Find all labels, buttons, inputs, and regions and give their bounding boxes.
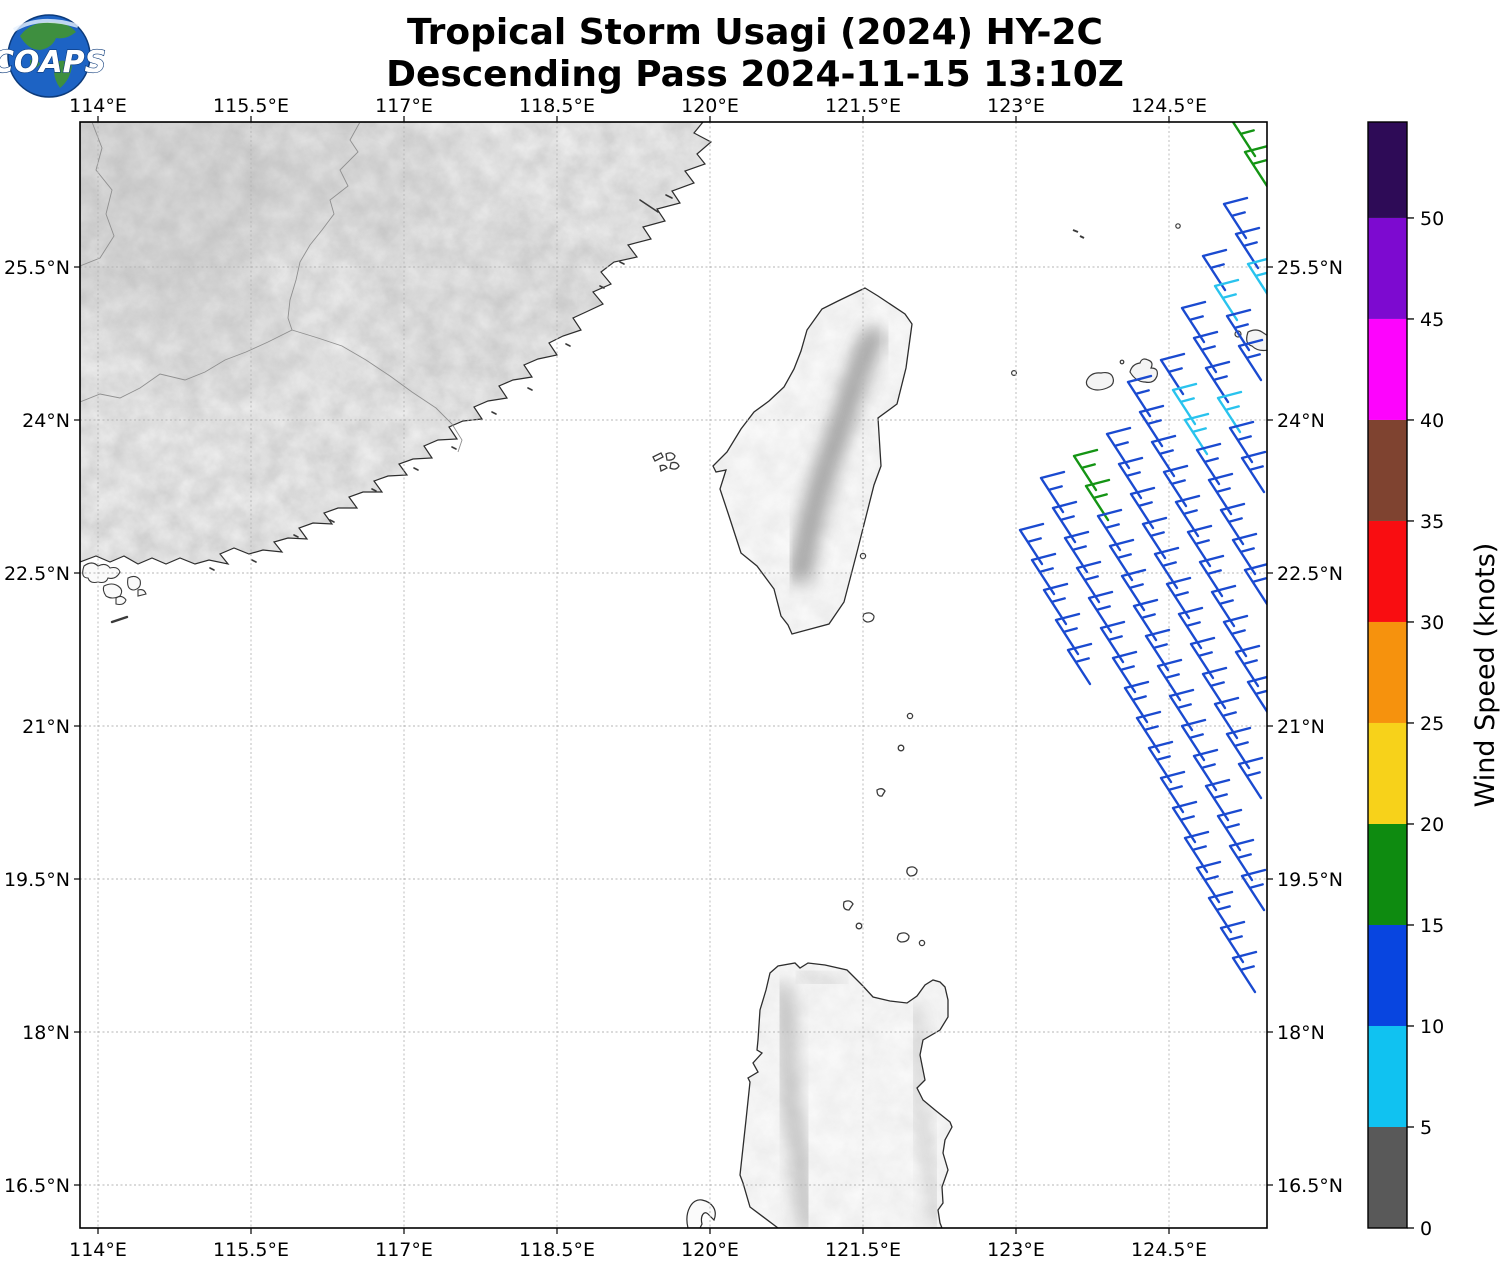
- taiwan-terrain: [713, 288, 912, 634]
- lon-tick-label-bottom: 121.5°E: [825, 1239, 901, 1261]
- logo-text: COAPS: [0, 45, 106, 80]
- lat-tick-label-right: 16.5°N: [1277, 1175, 1343, 1197]
- lon-tick-label-bottom: 120°E: [681, 1239, 739, 1261]
- lon-tick-label-top: 117°E: [375, 95, 433, 117]
- lat-tick-label-left: 16.5°N: [4, 1175, 70, 1197]
- yaeyama-islands: [1085, 358, 1158, 391]
- colorbar-tick-label: 35: [1420, 511, 1444, 533]
- lon-tick-label-bottom: 124.5°E: [1131, 1239, 1207, 1261]
- colorbar-segment: [1368, 1126, 1407, 1228]
- colorbar: 0 5 10 15 20 25 30 35 40 45 50: [1367, 121, 1444, 1240]
- colorbar-segment: [1368, 318, 1407, 420]
- colorbar-segment: [1368, 924, 1407, 1026]
- title-line-2: Descending Pass 2024-11-15 13:10Z: [386, 54, 1124, 95]
- lat-tick-label-left: 21°N: [22, 716, 70, 738]
- lon-tick-label-top: 118.5°E: [519, 95, 595, 117]
- title-line-1: Tropical Storm Usagi (2024) HY-2C: [407, 12, 1103, 53]
- globe-continents: [20, 22, 76, 88]
- wind-barb: [1240, 868, 1267, 912]
- colorbar-segment: [1368, 122, 1407, 218]
- colorbar-segment: [1368, 722, 1407, 824]
- colorbar-tick-label: 0: [1420, 1218, 1432, 1240]
- offshore-islets: [859, 223, 1181, 623]
- lat-tick-label-left: 22.5°N: [4, 563, 70, 585]
- lat-tick-label-left: 24°N: [22, 410, 70, 432]
- lon-tick-label-bottom: 115.5°E: [213, 1239, 289, 1261]
- lat-tick-label-right: 19.5°N: [1277, 869, 1343, 891]
- colorbar-label: Wind Speed (knots): [1470, 543, 1501, 808]
- colorbar-segment: [1368, 823, 1407, 925]
- colorbar-tick-label: 30: [1420, 612, 1444, 634]
- lon-tick-label-bottom: 118.5°E: [519, 1239, 595, 1261]
- lat-tick-label-right: 21°N: [1277, 716, 1325, 738]
- lat-tick-label-right: 18°N: [1277, 1022, 1325, 1044]
- penghu-islands: [652, 452, 680, 472]
- coaps-logo: COAPS: [0, 14, 107, 98]
- wind-barb: [1231, 950, 1258, 994]
- china-coastal-islets: [209, 194, 673, 571]
- luzon-west-islet: [686, 1199, 716, 1228]
- china-terrain-texture: [80, 122, 711, 564]
- lat-tick-label-left: 18°N: [22, 1022, 70, 1044]
- lon-tick-label-top: 121.5°E: [825, 95, 901, 117]
- lon-tick-label-top: 123°E: [987, 95, 1045, 117]
- lon-tick-label-top: 120°E: [681, 95, 739, 117]
- colorbar-tick-label: 40: [1420, 410, 1444, 432]
- dash-islet: [110, 615, 129, 624]
- colorbar-segment: [1368, 1025, 1407, 1127]
- colorbar-tick-label: 45: [1420, 309, 1444, 331]
- axis-tick-marks: [74, 116, 1273, 1234]
- lat-tick-label-right: 22.5°N: [1277, 563, 1343, 585]
- wind-barb-field: [1018, 122, 1267, 994]
- wind-barb: [1240, 450, 1267, 494]
- lat-tick-label-left: 19.5°N: [4, 869, 70, 891]
- colorbar-tick-label: 20: [1420, 814, 1444, 836]
- colorbar-segment: [1368, 419, 1407, 521]
- luzon-strait-islets: [842, 712, 926, 947]
- wind-barb: [1243, 562, 1267, 606]
- axis-tick-labels: 114°E 114°E 115.5°E 115.5°E 117°E 117°E 118.5°…: [4, 95, 1343, 1261]
- lon-tick-label-top: 115.5°E: [213, 95, 289, 117]
- colorbar-tick-label: 50: [1420, 208, 1444, 230]
- hongkong-islands: [82, 562, 147, 606]
- colorbar-segment: [1368, 621, 1407, 723]
- land-layer: [80, 122, 1267, 1228]
- lon-tick-label-top: 124.5°E: [1131, 95, 1207, 117]
- lon-tick-label-bottom: 114°E: [69, 1239, 127, 1261]
- lat-tick-label-right: 25.5°N: [1277, 257, 1343, 279]
- province-borders: [80, 122, 463, 453]
- wind-barb: [1243, 144, 1267, 188]
- colorbar-tick-label: 15: [1420, 915, 1444, 937]
- colorbar-tick-label: 10: [1420, 1016, 1444, 1038]
- lon-tick-label-bottom: 117°E: [375, 1239, 433, 1261]
- lon-tick-label-top: 114°E: [69, 95, 127, 117]
- colorbar-frame: [1367, 121, 1408, 1229]
- wind-barb: [1237, 756, 1264, 800]
- colorbar-segment: [1368, 520, 1407, 622]
- lon-tick-label-bottom: 123°E: [987, 1239, 1045, 1261]
- luzon-terrain: [740, 963, 952, 1228]
- lat-tick-label-right: 24°N: [1277, 410, 1325, 432]
- colorbar-tick-label: 25: [1420, 713, 1444, 735]
- colorbar-segment: [1368, 217, 1407, 319]
- colorbar-tick-label: 5: [1420, 1117, 1432, 1139]
- wind-barb: [1066, 642, 1093, 686]
- globe-cloud-swirl: [12, 18, 79, 32]
- lat-tick-label-left: 25.5°N: [4, 257, 70, 279]
- map-border: [79, 121, 1268, 1229]
